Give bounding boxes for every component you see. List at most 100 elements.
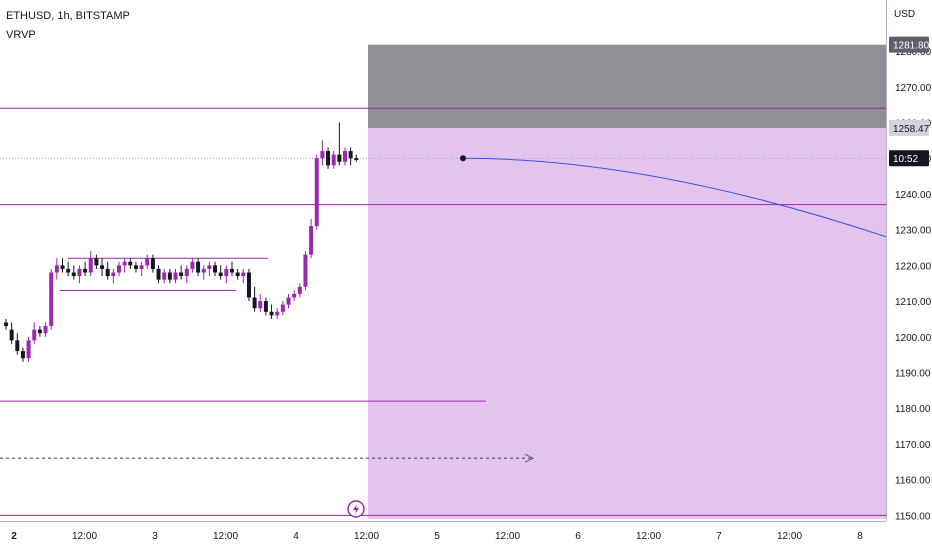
price-tick-label: 1200.00 bbox=[895, 333, 932, 344]
candle-body bbox=[150, 258, 155, 269]
candle-body bbox=[275, 311, 280, 316]
candle-body bbox=[280, 304, 285, 312]
candle-body bbox=[20, 351, 25, 359]
candle-body bbox=[297, 286, 302, 294]
candle-body bbox=[100, 265, 105, 269]
candle-body bbox=[292, 293, 297, 298]
time-tick-label: 4 bbox=[293, 531, 299, 542]
candle-body bbox=[26, 340, 31, 359]
candle-body bbox=[162, 272, 167, 280]
projection-box-lower bbox=[368, 127, 886, 519]
time-tick-label: 7 bbox=[716, 531, 722, 542]
candle-body bbox=[173, 272, 178, 280]
candle-body bbox=[252, 297, 257, 309]
projection-start-point bbox=[460, 155, 466, 162]
price-tick-label: 1170.00 bbox=[895, 440, 931, 451]
time-tick-label: 12:00 bbox=[213, 531, 238, 542]
candle-body bbox=[54, 265, 59, 273]
time-tick-label: 3 bbox=[152, 531, 158, 542]
candle-body bbox=[66, 268, 71, 273]
candle-body bbox=[241, 272, 246, 277]
candle-body bbox=[37, 329, 42, 334]
time-axis bbox=[0, 521, 932, 550]
candle-body bbox=[348, 151, 353, 159]
time-tick-label: 8 bbox=[857, 531, 863, 542]
candle-body bbox=[111, 272, 116, 277]
candle-body bbox=[43, 326, 48, 334]
symbol-title[interactable]: ETHUSD, 1h, BITSTAMP bbox=[6, 10, 130, 22]
price-tick-label: 1270.00 bbox=[895, 83, 932, 94]
candle-body bbox=[337, 154, 342, 162]
candle-body bbox=[303, 254, 308, 287]
candle-body bbox=[201, 268, 206, 273]
time-tick-label: 6 bbox=[575, 531, 581, 542]
candle-body bbox=[207, 265, 212, 269]
candle-body bbox=[235, 272, 240, 277]
candle-body bbox=[117, 265, 121, 273]
price-tick-label: 1230.00 bbox=[895, 226, 932, 237]
price-badge bbox=[889, 119, 929, 136]
price-tick-label: 1240.00 bbox=[895, 190, 932, 201]
candle-body bbox=[145, 258, 150, 266]
price-badge-label: 1258.47 bbox=[893, 124, 930, 135]
candle-body bbox=[9, 329, 14, 341]
time-tick-label: 12:00 bbox=[636, 531, 661, 542]
candle-body bbox=[263, 301, 268, 312]
price-badge-label: 10:52 bbox=[893, 154, 918, 165]
candle-body bbox=[71, 272, 76, 277]
price-tick-label: 1210.00 bbox=[895, 297, 932, 308]
candle-body bbox=[224, 268, 229, 277]
candle-body bbox=[77, 268, 82, 277]
price-badge bbox=[889, 150, 929, 167]
candle-body bbox=[331, 154, 336, 166]
candle-body bbox=[258, 301, 263, 309]
candle-body bbox=[15, 340, 20, 352]
time-tick-label: 12:00 bbox=[72, 531, 97, 542]
candle-body bbox=[88, 258, 93, 273]
candle-body bbox=[32, 329, 37, 341]
candle-body bbox=[314, 158, 319, 227]
price-tick-label: 1190.00 bbox=[895, 369, 931, 380]
time-tick-label: 12:00 bbox=[354, 531, 379, 542]
time-tick-label: 12:00 bbox=[777, 531, 802, 542]
candle-body bbox=[286, 297, 291, 305]
candle-body bbox=[230, 268, 234, 273]
candle-body bbox=[139, 265, 144, 269]
candle-body bbox=[4, 322, 8, 327]
candle-body bbox=[354, 158, 359, 160]
price-tick-label: 1150.00 bbox=[895, 511, 931, 522]
price-badge-label: 1281.80 bbox=[893, 41, 930, 52]
candle-body bbox=[49, 272, 54, 327]
candle-body bbox=[343, 151, 347, 162]
candle-body bbox=[94, 258, 99, 266]
currency-label: USD bbox=[894, 9, 915, 20]
candle-body bbox=[196, 261, 201, 273]
projection-box-upper bbox=[368, 44, 886, 128]
candle-body bbox=[190, 261, 195, 269]
candle-body bbox=[246, 272, 251, 298]
projection-curve bbox=[462, 157, 887, 238]
candle-body bbox=[83, 268, 88, 273]
dotted-arrow-head bbox=[524, 453, 535, 463]
time-tick-label: 12:00 bbox=[495, 531, 520, 542]
candle-body bbox=[213, 265, 218, 273]
candle-body bbox=[218, 272, 223, 277]
time-tick-label: 5 bbox=[434, 531, 440, 542]
candle-body bbox=[60, 265, 65, 269]
lightning-bolt-icon bbox=[353, 504, 359, 514]
candle-body bbox=[269, 311, 274, 316]
time-tick-label: 2 bbox=[11, 531, 17, 542]
candle-body bbox=[309, 226, 314, 255]
candle-body bbox=[320, 151, 325, 159]
indicator-label[interactable]: VRVP bbox=[6, 29, 36, 41]
candle-body bbox=[184, 268, 189, 277]
price-badge bbox=[889, 36, 929, 53]
candle-body bbox=[122, 261, 127, 266]
candle-body bbox=[133, 265, 138, 269]
price-tick-label: 1220.00 bbox=[895, 261, 932, 272]
price-axis bbox=[886, 0, 932, 550]
candle-body bbox=[156, 268, 161, 280]
price-tick-label: 1160.00 bbox=[895, 476, 931, 487]
